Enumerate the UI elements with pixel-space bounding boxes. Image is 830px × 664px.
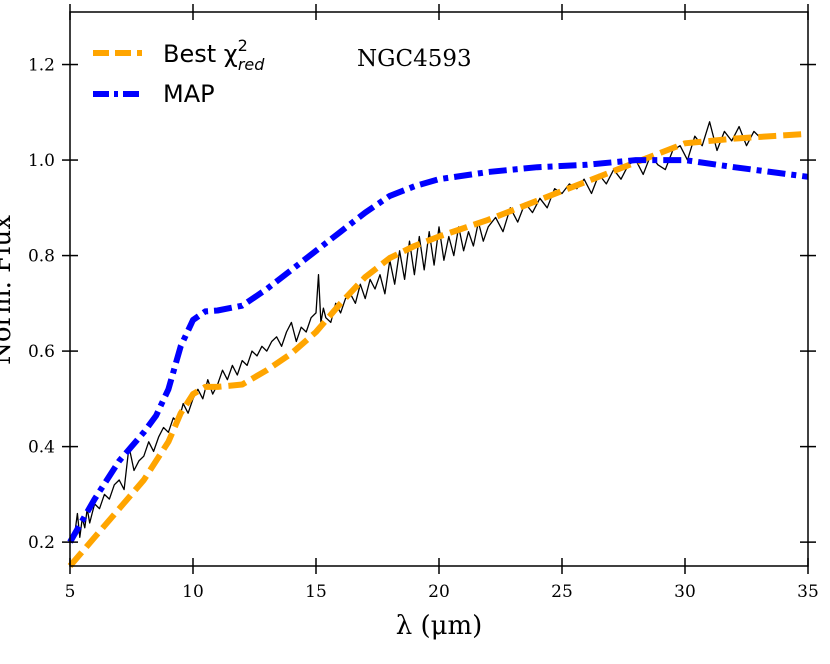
x-tick-label: 20 <box>428 582 450 602</box>
series-line-map <box>67 157 809 544</box>
x-tick-label: 35 <box>797 582 819 602</box>
legend-label-best: Best χ2 red <box>163 36 265 74</box>
y-tick-label: 0.8 <box>28 247 55 267</box>
y-tick-label: 0.2 <box>28 533 55 553</box>
series-line-best-chi2-red <box>67 130 809 568</box>
axis-ticks: 5 10 15 20 25 30 35 0.2 0.4 0.6 0.8 1.0 1.2 <box>28 4 819 602</box>
x-tick-label: 10 <box>182 582 204 602</box>
y-tick-label: 1.0 <box>28 151 55 171</box>
y-tick-label: 0.4 <box>28 438 55 458</box>
legend-label-best-sup: 2 <box>238 36 248 55</box>
legend: Best χ2 red MAP <box>93 36 265 108</box>
y-tick-label: 0.6 <box>28 342 55 362</box>
galaxy-annotation: NGC4593 <box>357 46 472 72</box>
x-tick-label: 25 <box>551 582 573 602</box>
legend-label-map: MAP <box>163 80 215 108</box>
series-line-observed <box>74 121 760 538</box>
x-tick-label: 5 <box>65 582 76 602</box>
plot-lines <box>67 121 809 568</box>
y-axis-title: Norm. Flux <box>0 215 17 365</box>
legend-label-best-sub: red <box>238 55 265 74</box>
x-tick-label: 30 <box>674 582 696 602</box>
x-axis-title: λ (μm) <box>396 611 483 641</box>
y-tick-label: 1.2 <box>28 56 55 76</box>
x-tick-label: 15 <box>305 582 327 602</box>
legend-label-best-main: Best χ <box>163 40 238 68</box>
